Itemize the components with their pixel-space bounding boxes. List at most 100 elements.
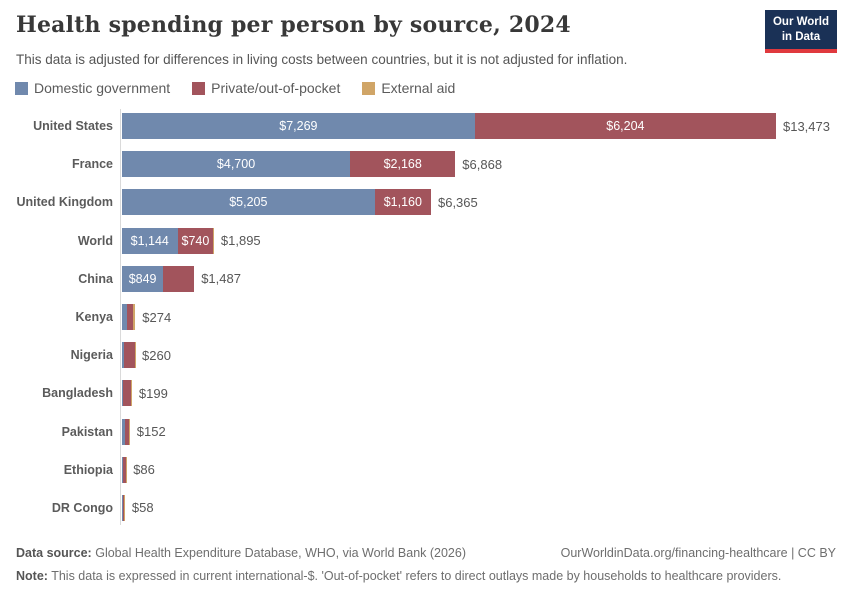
bar-segment[interactable] <box>122 304 128 331</box>
footer-note: Note: This data is expressed in current … <box>16 568 836 585</box>
bar-total-label: $260 <box>142 347 171 363</box>
bar-row: Pakistan $152 <box>0 413 850 451</box>
bar-segment[interactable] <box>123 456 126 483</box>
category-label: United Kingdom <box>16 195 113 210</box>
bar-total-label: $199 <box>138 385 168 401</box>
category-label: France <box>72 157 113 172</box>
footer-line1: Data source: Global Health Expenditure D… <box>16 545 836 562</box>
bar-segment[interactable] <box>123 342 135 369</box>
footer-note-text: This data is expressed in current intern… <box>51 568 782 583</box>
bar-segment[interactable] <box>132 304 136 331</box>
footer-note-label: Note: <box>16 568 48 583</box>
legend-item-0[interactable]: Domestic government <box>15 80 170 96</box>
bar-segment[interactable] <box>122 342 124 369</box>
bar-stack: $199 <box>122 380 168 407</box>
legend-label: External aid <box>381 80 456 96</box>
category-label: Bangladesh <box>42 386 113 401</box>
bar-segment[interactable] <box>122 494 125 521</box>
bar-row: Nigeria $260 <box>0 336 850 374</box>
bar-stack: $58 <box>122 494 154 521</box>
legend-item-1[interactable]: Private/out-of-pocket <box>192 80 340 96</box>
bar-total-label: $1,895 <box>220 233 261 249</box>
data-source-label: Data source: <box>16 546 92 560</box>
bar-stack: $7,269 $6,204 $13,473 <box>122 113 830 140</box>
bar-segment[interactable] <box>122 418 125 445</box>
chart-title: Health spending per person by source, 20… <box>16 12 571 38</box>
legend-swatch-icon <box>362 81 376 95</box>
bar-stack: $152 <box>122 418 166 445</box>
legend: Domestic government Private/out-of-pocket… <box>15 80 455 96</box>
bar-total-label: $6,365 <box>437 194 478 210</box>
bar-segment[interactable] <box>122 456 123 483</box>
bar-segment[interactable] <box>122 380 123 407</box>
bar-segment[interactable] <box>131 380 132 407</box>
category-label: Pakistan <box>61 424 113 439</box>
bar-segment[interactable] <box>124 418 130 445</box>
bar-segment[interactable]: $7,269 <box>122 113 475 140</box>
bar-row: DR Congo $58 <box>0 489 850 527</box>
bar-stack: $5,205 $1,160 $6,365 <box>122 189 478 216</box>
bar-segment[interactable]: $2,168 <box>350 151 456 178</box>
legend-swatch-icon <box>192 81 206 95</box>
owid-logo: Our World in Data <box>764 10 837 53</box>
category-label: United States <box>33 119 113 134</box>
category-label: Ethiopia <box>63 462 113 477</box>
bar-row: Ethiopia $86 <box>0 451 850 489</box>
bar-total-label: $6,868 <box>462 156 503 172</box>
bar-row: China $849 $1,487 <box>0 260 850 298</box>
category-label: Nigeria <box>70 348 113 363</box>
bar-stack: $274 <box>122 304 172 331</box>
bar-segment[interactable] <box>125 456 127 483</box>
bar-segment[interactable]: $1,144 <box>122 227 178 254</box>
category-label: China <box>78 271 113 286</box>
bar-segment[interactable] <box>129 418 130 445</box>
bar-row: World $1,144 $740 $1,895 <box>0 222 850 260</box>
bar-total-label: $1,487 <box>201 271 241 287</box>
bar-segment[interactable]: $1,160 <box>374 189 431 216</box>
bar-row: France $4,700 $2,168 $6,868 <box>0 145 850 183</box>
bar-segment[interactable] <box>127 304 133 331</box>
owid-logo-line2: in Data <box>781 30 821 43</box>
bar-segment[interactable] <box>122 380 132 407</box>
legend-label: Domestic government <box>34 80 171 96</box>
bar-stack: $1,144 $740 $1,895 <box>122 227 261 254</box>
bar-stack: $86 <box>122 456 155 483</box>
bar-stack: $4,700 $2,168 $6,868 <box>122 151 503 178</box>
category-label: DR Congo <box>51 500 113 515</box>
data-source: Data source: Global Health Expenditure D… <box>16 545 466 562</box>
bar-stack: $849 $1,487 <box>122 265 241 292</box>
bar-total-label: $58 <box>131 500 154 516</box>
bar-total-label: $13,473 <box>782 118 830 134</box>
bar-segment[interactable]: $6,204 <box>474 113 776 140</box>
bar-total-label: $274 <box>142 309 172 325</box>
bar-row: Kenya $274 <box>0 298 850 336</box>
bar-segment[interactable] <box>163 265 195 292</box>
bar-row: United Kingdom $5,205 $1,160 $6,365 <box>0 183 850 221</box>
category-label: Kenya <box>75 310 113 325</box>
bar-segment[interactable] <box>124 494 125 521</box>
bar-row: United States $7,269 $6,204 $13,473 <box>0 107 850 145</box>
bar-stack: $260 <box>122 342 171 369</box>
bar-total-label: $152 <box>136 424 166 440</box>
footer-link[interactable]: OurWorldinData.org/financing-healthcare … <box>560 546 836 560</box>
owid-logo-line1: Our World <box>772 16 829 28</box>
bar-segment[interactable]: $4,700 <box>122 151 351 178</box>
bar-segment[interactable] <box>134 342 135 369</box>
bar-segment[interactable]: $849 <box>122 265 164 292</box>
bar-segment[interactable] <box>213 227 214 254</box>
footer: Data source: Global Health Expenditure D… <box>16 545 836 585</box>
legend-label: Private/out-of-pocket <box>211 80 341 96</box>
bar-segment[interactable]: $740 <box>177 227 214 254</box>
category-label: World <box>77 233 113 248</box>
bar-total-label: $86 <box>133 462 155 478</box>
chart-subtitle: This data is adjusted for differences in… <box>16 52 628 67</box>
legend-item-2[interactable]: External aid <box>362 80 455 96</box>
bar-segment[interactable]: $5,205 <box>122 189 375 216</box>
bar-row: Bangladesh $199 <box>0 374 850 412</box>
legend-swatch-icon <box>15 81 28 95</box>
axis-line <box>120 109 121 526</box>
data-source-text: Global Health Expenditure Database, WHO,… <box>95 546 467 560</box>
bar-segment[interactable] <box>122 494 123 521</box>
bar-chart: United States $7,269 $6,204 $13,473 France $4… <box>0 107 850 527</box>
